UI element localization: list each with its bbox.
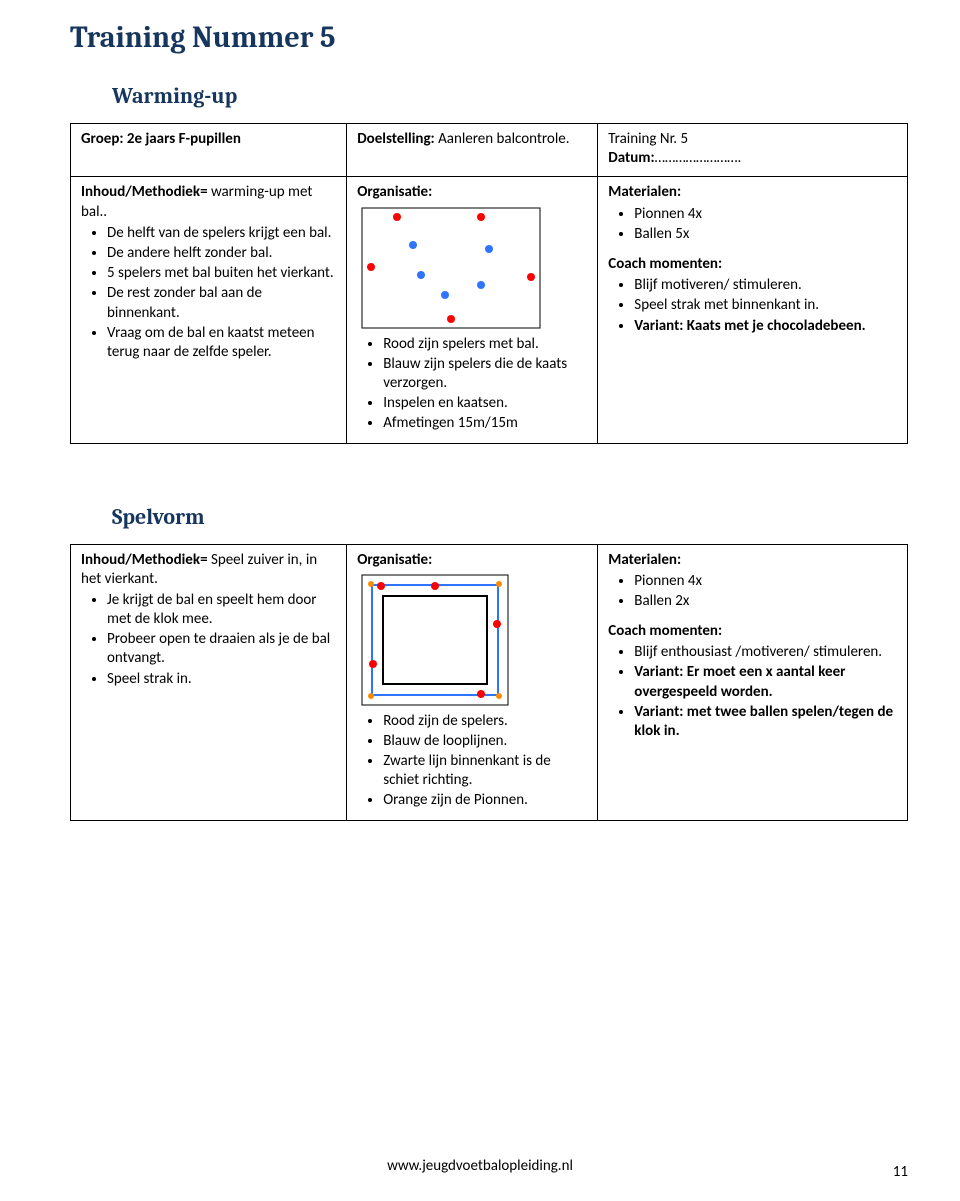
list-item: Zwarte lijn binnenkant is de schiet rich…	[383, 752, 587, 790]
wu-inhoud-label: Inhoud/Methodiek=	[81, 183, 208, 201]
wu-coach-label: Coach momenten:	[608, 255, 897, 274]
wu-r1c1: Groep: 2e jaars F-pupillen	[71, 124, 347, 177]
wu-mat-label: Materialen:	[608, 183, 897, 202]
wu-r2c1: Inhoud/Methodiek= warming-up met bal.. D…	[71, 177, 347, 443]
list-item: Speel strak met binnenkant in.	[634, 296, 897, 315]
list-item: Speel strak in.	[107, 670, 336, 689]
wu-training-nr: Training Nr. 5	[608, 130, 897, 149]
wu-r2c3: Materialen: Pionnen 4x Ballen 5x Coach m…	[598, 177, 908, 443]
sv-org-label: Organisatie:	[357, 551, 587, 570]
wu-coach-list: Blijf motiveren/ stimuleren. Speel strak…	[608, 276, 897, 336]
list-item: Afmetingen 15m/15m	[383, 414, 587, 433]
list-item: Variant: met twee ballen spelen/tegen de…	[634, 703, 897, 741]
list-item: Ballen 5x	[634, 225, 897, 244]
sv-inhoud-label: Inhoud/Methodiek=	[81, 551, 208, 569]
footer-page-number: 11	[893, 1163, 908, 1181]
list-item: Inspelen en kaatsen.	[383, 394, 587, 413]
sv-diagram-wrap	[361, 574, 587, 706]
list-item: Orange zijn de Pionnen.	[383, 791, 587, 810]
list-item: Blauw zijn spelers die de kaats verzorge…	[383, 355, 587, 393]
sv-inhoud-list: Je krijgt de bal en speelt hem door met …	[81, 591, 336, 689]
list-item: Probeer open te draaien als je de bal on…	[107, 630, 336, 668]
list-item: Blauw de looplijnen.	[383, 732, 587, 751]
footer-url: www.jeugdvoetbalopleiding.nl	[0, 1157, 960, 1175]
warmingup-heading: Warming-up	[112, 83, 908, 109]
list-item: Ballen 2x	[634, 592, 897, 611]
list-item: De helft van de spelers krijgt een bal.	[107, 224, 336, 243]
spelvorm-table: Inhoud/Methodiek= Speel zuiver in, in he…	[70, 544, 908, 821]
wu-inhoud-list: De helft van de spelers krijgt een bal. …	[81, 224, 336, 362]
list-item: Blijf motiveren/ stimuleren.	[634, 276, 897, 295]
wu-r1c3: Training Nr. 5 Datum:…………………….	[598, 124, 908, 177]
list-item: Vraag om de bal en kaatst meteen terug n…	[107, 324, 336, 362]
sv-mat-list: Pionnen 4x Ballen 2x	[608, 572, 897, 611]
wu-org-label: Organisatie:	[357, 183, 587, 202]
list-item: Rood zijn spelers met bal.	[383, 335, 587, 354]
list-item: Rood zijn de spelers.	[383, 712, 587, 731]
wu-r2c2: Organisatie: Rood zijn spelers met bal. …	[347, 177, 598, 443]
list-item: Blijf enthousiast /motiveren/ stimuleren…	[634, 643, 897, 662]
wu-diagram	[361, 207, 541, 329]
wu-r1c2: Doelstelling: Aanleren balcontrole.	[347, 124, 598, 177]
list-item: De andere helft zonder bal.	[107, 244, 336, 263]
wu-diagram-wrap	[361, 207, 587, 329]
sv-r1c2: Organisatie: Rood zijn de spelers. Blauw…	[347, 544, 598, 820]
sv-mat-label: Materialen:	[608, 551, 897, 570]
wu-org-list: Rood zijn spelers met bal. Blauw zijn sp…	[357, 335, 587, 434]
list-item: Variant: Er moet een x aantal keer overg…	[634, 663, 897, 701]
warmingup-table: Groep: 2e jaars F-pupillen Doelstelling:…	[70, 123, 908, 444]
wu-mat-list: Pionnen 4x Ballen 5x	[608, 205, 897, 244]
wu-group-line: Groep: 2e jaars F-pupillen	[81, 130, 241, 148]
sv-r1c3: Materialen: Pionnen 4x Ballen 2x Coach m…	[598, 544, 908, 820]
list-item: 5 spelers met bal buiten het vierkant.	[107, 264, 336, 283]
list-item: Variant: Kaats met je chocoladebeen.	[634, 317, 897, 336]
sv-org-list: Rood zijn de spelers. Blauw de looplijne…	[357, 712, 587, 811]
sv-r1c1: Inhoud/Methodiek= Speel zuiver in, in he…	[71, 544, 347, 820]
list-item: Pionnen 4x	[634, 205, 897, 224]
sv-coach-list: Blijf enthousiast /motiveren/ stimuleren…	[608, 643, 897, 741]
list-item: De rest zonder bal aan de binnenkant.	[107, 284, 336, 322]
wu-datum-rest: …………………….	[655, 149, 742, 167]
wu-datum-label: Datum:	[608, 149, 654, 167]
list-item: Pionnen 4x	[634, 572, 897, 591]
spelvorm-heading: Spelvorm	[112, 504, 908, 530]
sv-coach-label: Coach momenten:	[608, 622, 897, 641]
page-title: Training Nummer 5	[70, 20, 908, 55]
sv-diagram	[361, 574, 509, 706]
wu-doelstelling-rest: Aanleren balcontrole.	[435, 130, 570, 148]
list-item: Je krijgt de bal en speelt hem door met …	[107, 591, 336, 629]
wu-doelstelling-label: Doelstelling:	[357, 130, 435, 148]
